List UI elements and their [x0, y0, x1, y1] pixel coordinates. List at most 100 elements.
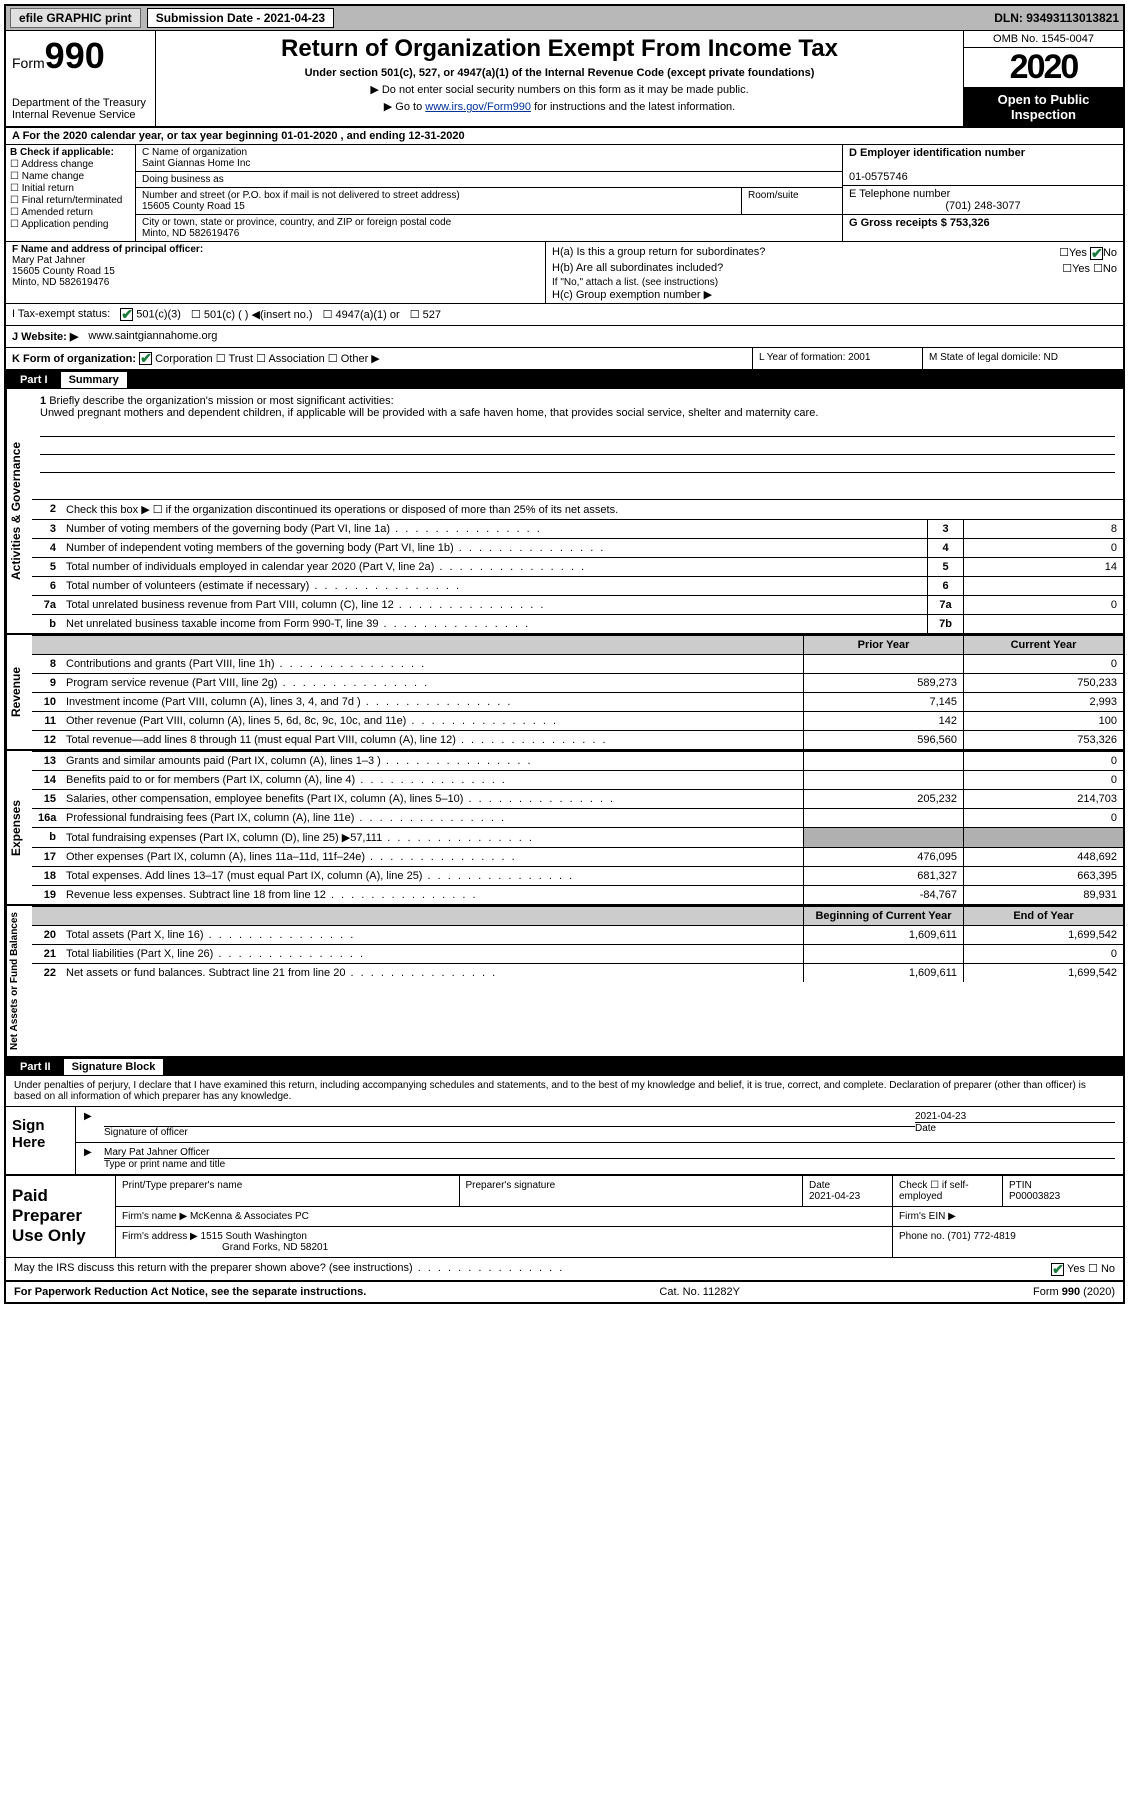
begin-year-header: Beginning of Current Year — [803, 907, 963, 925]
row-box: 6 — [927, 577, 963, 595]
cb-corp[interactable]: Corporation — [139, 353, 213, 365]
col-l: L Year of formation: 2001 — [753, 348, 923, 370]
cb-final-return[interactable]: ☐ Final return/terminated — [10, 195, 131, 206]
row-label: Investment income (Part VIII, column (A)… — [62, 693, 803, 711]
row-label: Grants and similar amounts paid (Part IX… — [62, 752, 803, 770]
cb-name-change[interactable]: ☐ Name change — [10, 171, 131, 182]
col-h: H(a) Is this a group return for subordin… — [546, 242, 1123, 303]
sig-date: 2021-04-23 — [915, 1111, 1115, 1123]
prior-val: 1,609,611 — [803, 964, 963, 982]
note-post: for instructions and the latest informat… — [531, 101, 735, 113]
cb-501c[interactable]: ☐ 501(c) ( ) ◀(insert no.) — [191, 308, 313, 321]
check-icon — [120, 308, 133, 321]
firm-label: Firm's name ▶ — [122, 1211, 187, 1222]
addr-label: Number and street (or P.O. box if mail i… — [142, 190, 460, 201]
gov-row: 5Total number of individuals employed in… — [32, 557, 1123, 576]
row-num: 20 — [32, 926, 62, 944]
fin-row: 21Total liabilities (Part X, line 26)0 — [32, 944, 1123, 963]
header: Form990 Department of the Treasury Inter… — [6, 31, 1123, 128]
org-name: Saint Giannas Home Inc — [142, 158, 250, 169]
fin-row: 18Total expenses. Add lines 13–17 (must … — [32, 866, 1123, 885]
prep-date-cell: Date2021-04-23 — [803, 1176, 893, 1206]
cb-application-pending[interactable]: ☐ Application pending — [10, 219, 131, 230]
row-a: A For the 2020 calendar year, or tax yea… — [6, 128, 1123, 145]
street-cell: Number and street (or P.O. box if mail i… — [136, 188, 742, 214]
form-subtitle: Under section 501(c), 527, or 4947(a)(1)… — [166, 67, 953, 79]
ein-cell: D Employer identification number 01-0575… — [843, 145, 1123, 186]
efile-print-button[interactable]: efile GRAPHIC print — [10, 8, 141, 28]
note-pre: ▶ Go to — [384, 101, 425, 113]
header-right: OMB No. 1545-0047 2020 Open to Public In… — [963, 31, 1123, 126]
fin-row: 11Other revenue (Part VIII, column (A), … — [32, 711, 1123, 730]
row-label: Program service revenue (Part VIII, line… — [62, 674, 803, 692]
ha-label: H(a) Is this a group return for subordin… — [552, 246, 765, 260]
omb-number: OMB No. 1545-0047 — [964, 31, 1123, 48]
prior-val: 589,273 — [803, 674, 963, 692]
prior-val: 596,560 — [803, 731, 963, 749]
cb-4947[interactable]: ☐ 4947(a)(1) or — [323, 308, 400, 321]
sig-date-label: Date — [915, 1123, 936, 1134]
addr-row: Number and street (or P.O. box if mail i… — [136, 188, 842, 215]
row-label: Total number of volunteers (estimate if … — [62, 577, 927, 595]
part-ii-title: Signature Block — [64, 1059, 164, 1075]
current-val: 2,993 — [963, 693, 1123, 711]
row-i: I Tax-exempt status: 501(c)(3) ☐ 501(c) … — [6, 304, 1123, 326]
row-label: Benefits paid to or for members (Part IX… — [62, 771, 803, 789]
mission-block: 1 Briefly describe the organization's mi… — [32, 389, 1123, 499]
cb-trust[interactable]: ☐ Trust — [216, 353, 253, 365]
row-num: 12 — [32, 731, 62, 749]
ha-no-checked[interactable] — [1090, 247, 1103, 260]
preparer-fields: Print/Type preparer's name Preparer's si… — [116, 1176, 1123, 1257]
irs-link[interactable]: www.irs.gov/Form990 — [425, 101, 531, 113]
topbar: efile GRAPHIC print Submission Date - 20… — [6, 6, 1123, 31]
sig-name-label: Type or print name and title — [104, 1159, 225, 1170]
cb-assoc[interactable]: ☐ Association — [256, 353, 325, 365]
rev-header: Prior Year Current Year — [32, 635, 1123, 654]
cb-initial-return[interactable]: ☐ Initial return — [10, 183, 131, 194]
revenue-content: Prior Year Current Year 8Contributions a… — [32, 635, 1123, 749]
row-num: 15 — [32, 790, 62, 808]
row-num: 16a — [32, 809, 62, 827]
fin-row: 12Total revenue—add lines 8 through 11 (… — [32, 730, 1123, 749]
side-governance: Activities & Governance — [6, 389, 32, 633]
current-val — [963, 828, 1123, 847]
yes-check-icon[interactable] — [1051, 1263, 1064, 1276]
firm-name-row: Firm's name ▶ McKenna & Associates PC Fi… — [116, 1207, 1123, 1227]
firm-addr-row: Firm's address ▶ 1515 South WashingtonGr… — [116, 1227, 1123, 1257]
l2-label: Check this box ▶ ☐ if the organization d… — [62, 500, 1123, 519]
note-link: ▶ Go to www.irs.gov/Form990 for instruct… — [166, 100, 953, 113]
cb-501c3[interactable]: 501(c)(3) — [120, 308, 181, 321]
cb-amended[interactable]: ☐ Amended return — [10, 207, 131, 218]
row-a-text: A For the 2020 calendar year, or tax yea… — [12, 130, 465, 142]
header-left: Form990 Department of the Treasury Inter… — [6, 31, 156, 126]
prior-val: 1,609,611 — [803, 926, 963, 944]
row-num: 22 — [32, 964, 62, 982]
name-label: C Name of organization — [142, 147, 247, 158]
fin-row: 14Benefits paid to or for members (Part … — [32, 770, 1123, 789]
preparer-block: Paid Preparer Use Only Print/Type prepar… — [6, 1174, 1123, 1258]
city-label: City or town, state or province, country… — [142, 217, 451, 228]
prior-val — [803, 809, 963, 827]
prior-year-header: Prior Year — [803, 636, 963, 654]
cb-527[interactable]: ☐ 527 — [410, 308, 441, 321]
prior-val: 681,327 — [803, 867, 963, 885]
form-org-label: K Form of organization: — [12, 353, 136, 365]
governance-content: 1 Briefly describe the organization's mi… — [32, 389, 1123, 633]
firm-name: McKenna & Associates PC — [190, 1211, 309, 1222]
cb-other[interactable]: ☐ Other ▶ — [328, 353, 380, 365]
row-val: 0 — [963, 596, 1123, 614]
row-box: 7a — [927, 596, 963, 614]
cb-address-change[interactable]: ☐ Address change — [10, 159, 131, 170]
row-num: 13 — [32, 752, 62, 770]
current-year-header: Current Year — [963, 636, 1123, 654]
row-label: Number of voting members of the governin… — [62, 520, 927, 538]
row-num: b — [32, 828, 62, 847]
prior-val: 7,145 — [803, 693, 963, 711]
row-num: 8 — [32, 655, 62, 673]
ptin-label: PTIN — [1009, 1180, 1032, 1191]
form-num: 990 — [45, 35, 105, 76]
part-i-revenue: Revenue Prior Year Current Year 8Contrib… — [6, 635, 1123, 751]
row-num: 11 — [32, 712, 62, 730]
sig-line[interactable] — [104, 1111, 915, 1127]
tax-exempt-label: I Tax-exempt status: — [12, 308, 110, 320]
